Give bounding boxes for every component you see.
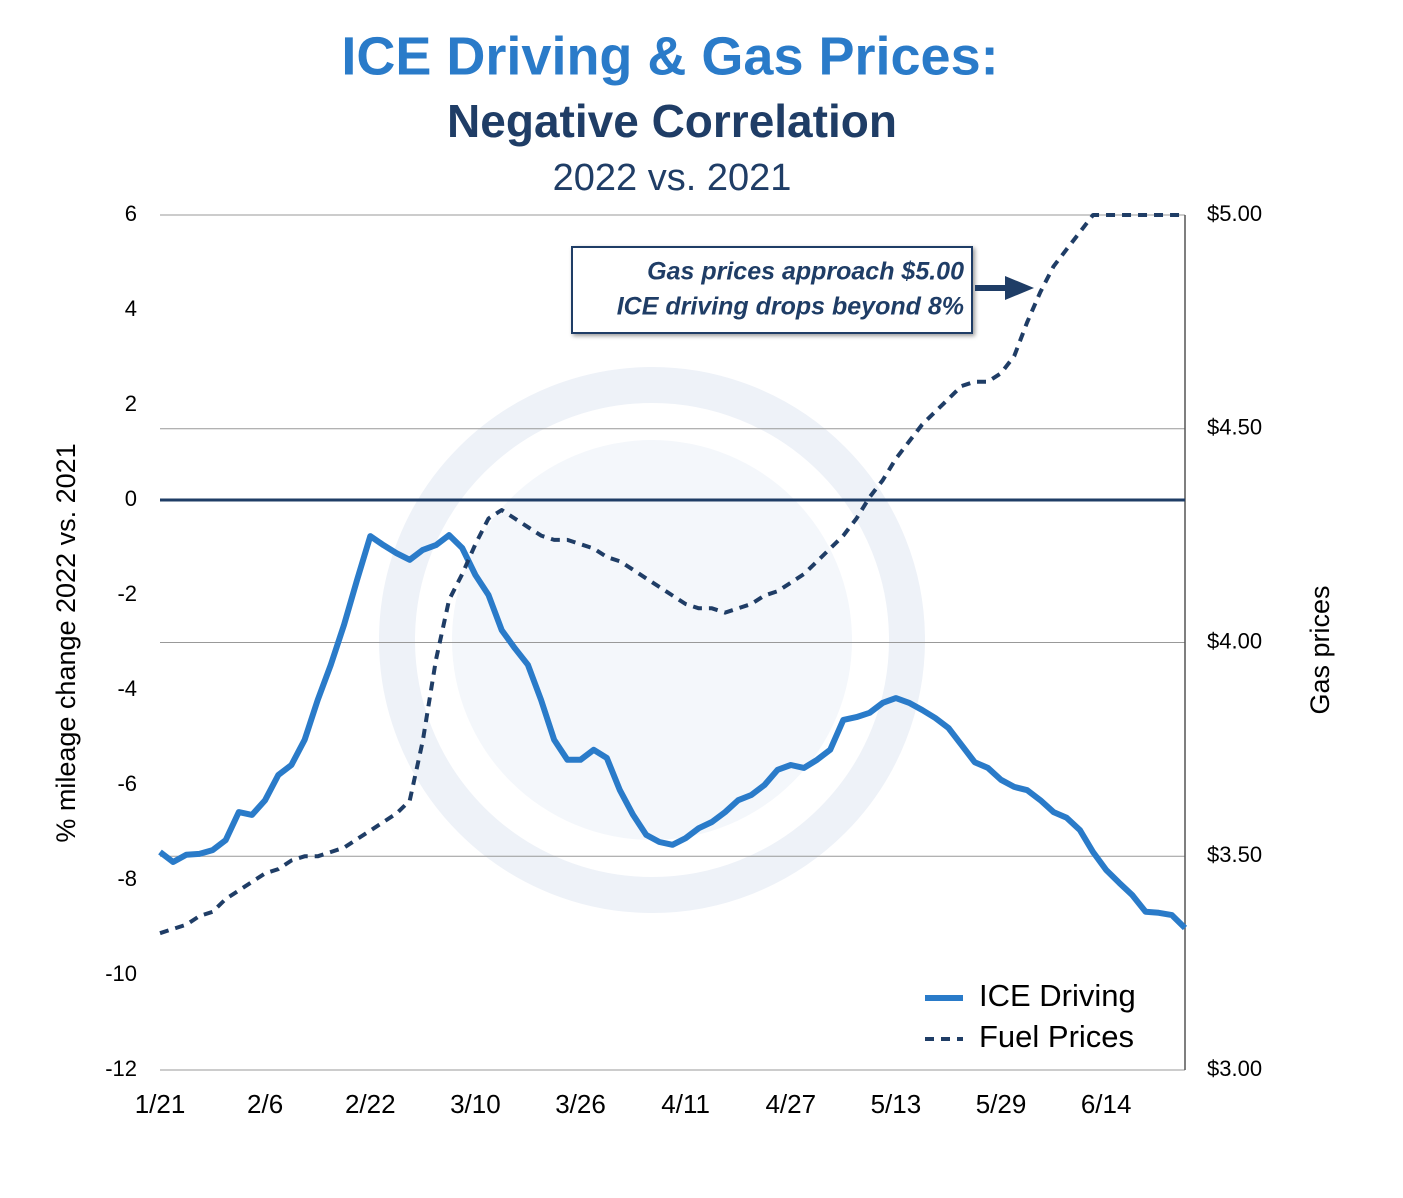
chart-subtitle: Negative Correlation — [447, 95, 897, 147]
chart-title: ICE Driving & Gas Prices: — [341, 26, 998, 86]
y2-tick-label: $4.00 — [1207, 628, 1262, 653]
x-tick-label: 4/11 — [661, 1089, 710, 1119]
x-tick-label: 5/29 — [976, 1089, 1027, 1119]
annotation: Gas prices approach $5.00 ICE driving dr… — [571, 246, 1034, 334]
y2-tick-label: $3.00 — [1207, 1056, 1262, 1081]
annotation-arrow — [1005, 276, 1034, 300]
x-tick-label: 4/27 — [765, 1089, 816, 1119]
watermark — [379, 367, 925, 913]
x-tick-label: 3/10 — [450, 1089, 501, 1119]
annotation-text: Gas prices approach $5.00 — [647, 258, 964, 286]
x-tick-label: 2/6 — [247, 1089, 283, 1119]
line-series — [159, 213, 1185, 936]
y-tick-label: -4 — [117, 676, 137, 701]
y-tick-label: -12 — [105, 1056, 137, 1081]
y2-tick-label: $3.50 — [1207, 842, 1262, 867]
x-tick-label: 2/22 — [345, 1089, 396, 1119]
y-axis-label: % mileage change 2022 vs. 2021 — [51, 443, 81, 842]
x-tick-label: 3/26 — [555, 1089, 606, 1119]
y-tick-label: -6 — [117, 771, 137, 796]
chart-subtitle: 2022 vs. 2021 — [553, 157, 792, 199]
annotation-box — [571, 246, 973, 334]
y2-tick-label: $5.00 — [1207, 201, 1262, 226]
y-tick-label: 4 — [125, 296, 137, 321]
legend: ICE Driving Fuel Prices — [925, 978, 1136, 1054]
y2-axis-label: Gas prices — [1305, 585, 1335, 714]
y-tick-label: -8 — [117, 866, 137, 891]
legend-label: ICE Driving — [979, 978, 1136, 1013]
y-tick-label: 0 — [125, 486, 137, 511]
legend-label: Fuel Prices — [979, 1019, 1134, 1054]
y2-tick-label: $4.50 — [1207, 415, 1262, 440]
x-tick-label: 5/13 — [871, 1089, 922, 1119]
x-tick-label: 1/21 — [135, 1089, 186, 1119]
x-tick-label: 6/14 — [1081, 1089, 1132, 1119]
line-series — [158, 532, 1188, 931]
y-tick-label: -2 — [117, 581, 137, 606]
y-tick-label: 6 — [125, 201, 137, 226]
y-tick-label: 2 — [125, 391, 137, 416]
annotation-text: ICE driving drops beyond 8% — [617, 293, 964, 321]
y-tick-label: -10 — [105, 961, 137, 986]
